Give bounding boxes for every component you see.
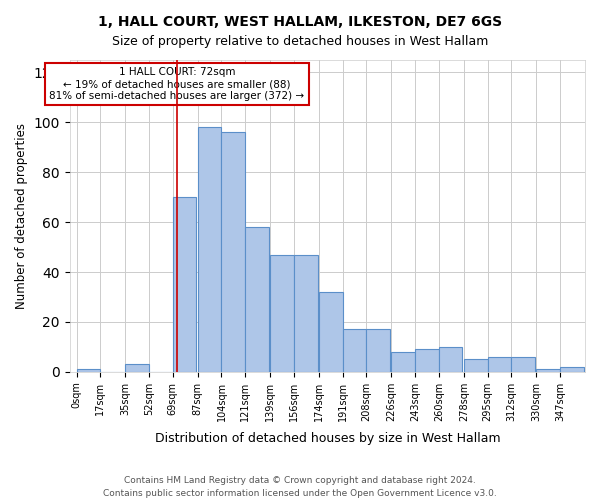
Text: Contains public sector information licensed under the Open Government Licence v3: Contains public sector information licen… <box>103 488 497 498</box>
Bar <box>221 132 245 372</box>
Bar <box>511 357 535 372</box>
Text: Contains HM Land Registry data © Crown copyright and database right 2024.: Contains HM Land Registry data © Crown c… <box>124 476 476 485</box>
Bar <box>125 364 149 372</box>
Bar <box>294 254 317 372</box>
Text: 1 HALL COURT: 72sqm
← 19% of detached houses are smaller (88)
81% of semi-detach: 1 HALL COURT: 72sqm ← 19% of detached ho… <box>49 68 304 100</box>
Bar <box>173 197 196 372</box>
Y-axis label: Number of detached properties: Number of detached properties <box>15 123 28 309</box>
Text: Size of property relative to detached houses in West Hallam: Size of property relative to detached ho… <box>112 35 488 48</box>
Bar <box>415 350 439 372</box>
Bar <box>270 254 294 372</box>
Bar <box>391 352 415 372</box>
Bar <box>464 360 488 372</box>
Bar <box>488 357 511 372</box>
Bar <box>536 370 560 372</box>
Bar <box>439 347 463 372</box>
Bar <box>77 370 100 372</box>
Bar <box>560 367 584 372</box>
Bar <box>367 330 390 372</box>
Bar <box>343 330 367 372</box>
Bar <box>198 128 221 372</box>
Bar <box>319 292 343 372</box>
Text: 1, HALL COURT, WEST HALLAM, ILKESTON, DE7 6GS: 1, HALL COURT, WEST HALLAM, ILKESTON, DE… <box>98 15 502 29</box>
X-axis label: Distribution of detached houses by size in West Hallam: Distribution of detached houses by size … <box>155 432 500 445</box>
Bar <box>245 227 269 372</box>
